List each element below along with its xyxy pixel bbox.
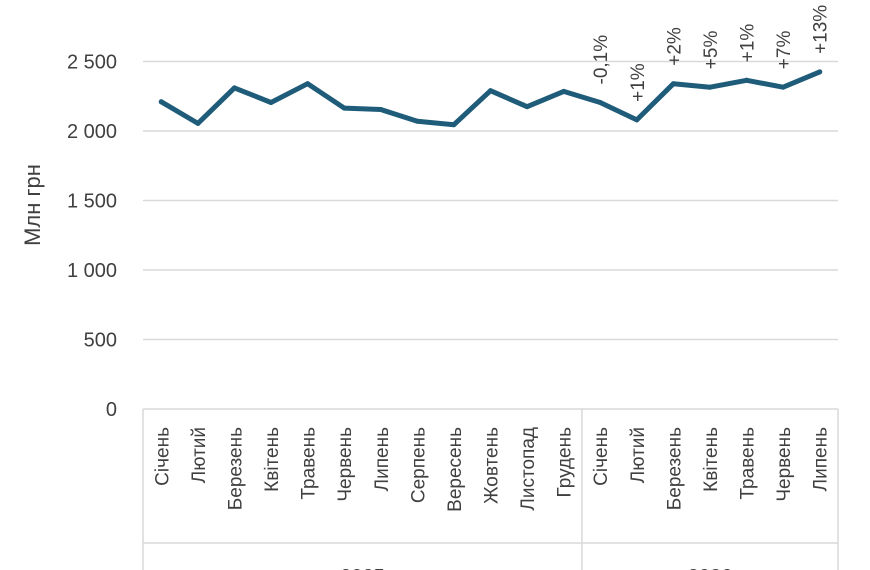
data-point xyxy=(451,122,457,128)
y-tick-label: 1 500 xyxy=(67,191,117,213)
data-label: +2% xyxy=(664,27,685,66)
x-axis-group-label: 2025 xyxy=(340,566,385,570)
data-point xyxy=(158,99,164,105)
x-axis-group-label: 2026 xyxy=(688,566,733,570)
x-tick-label: Листопад xyxy=(518,427,539,511)
data-point xyxy=(488,88,493,94)
data-point xyxy=(780,84,786,90)
y-tick-label: 2 500 xyxy=(67,52,117,74)
data-point xyxy=(195,120,201,126)
data-point xyxy=(634,117,640,123)
data-point xyxy=(414,118,420,124)
data-label: -0,1% xyxy=(591,35,612,85)
data-point xyxy=(268,100,274,106)
x-tick-label: Березень xyxy=(225,427,246,510)
x-tick-label: Вересень xyxy=(445,427,466,512)
x-tick-label: Червень xyxy=(335,427,356,502)
gridlines xyxy=(143,60,838,341)
data-label: +7% xyxy=(774,31,795,70)
x-tick-label: Лютий xyxy=(628,427,649,483)
data-labels: -0,1% +1% +2% +5% +1% +7% +13% xyxy=(591,5,831,102)
x-tick-label: Травень xyxy=(299,427,320,500)
data-point xyxy=(707,84,713,90)
data-point xyxy=(524,104,530,110)
series-line xyxy=(158,69,823,128)
data-label: +1% xyxy=(738,24,759,63)
data-label: +5% xyxy=(701,31,722,70)
data-point xyxy=(231,85,237,91)
y-tick-label: 1 000 xyxy=(67,260,117,282)
x-tick-label: Травень xyxy=(738,427,759,500)
y-axis-ticks: 0 500 1 000 1 500 2 000 2 500 3 000 xyxy=(67,0,117,421)
x-tick-label: Квітень xyxy=(701,427,722,492)
data-point xyxy=(817,69,823,75)
x-tick-label: Січень xyxy=(152,427,173,486)
data-point xyxy=(561,88,567,94)
x-tick-label: Січень xyxy=(591,427,612,486)
x-tick-label: Лютий xyxy=(189,427,210,483)
y-tick-label: 0 xyxy=(106,399,117,421)
x-axis-ticks: Січень Лютий Березень Квітень Травень Червень… xyxy=(152,427,831,512)
series-layer xyxy=(158,69,823,128)
x-tick-label: Березень xyxy=(664,427,685,510)
data-point xyxy=(378,106,384,112)
x-tick-label: Червень xyxy=(774,427,795,502)
x-axis-year-groups: 2025 2026 xyxy=(340,566,732,570)
data-point xyxy=(305,81,311,87)
x-tick-label: Грудень xyxy=(555,427,576,498)
data-point xyxy=(597,100,603,106)
data-point xyxy=(341,105,347,111)
y-tick-label: 500 xyxy=(84,330,117,352)
data-label: +13% xyxy=(811,5,832,54)
data-point xyxy=(670,81,676,87)
data-label: +1% xyxy=(628,63,649,102)
y-tick-label: 2 000 xyxy=(67,121,117,143)
data-point xyxy=(744,77,750,83)
y-tick-label: 3 000 xyxy=(67,0,117,4)
x-axis xyxy=(142,408,839,570)
x-tick-label: Липень xyxy=(372,427,393,491)
x-tick-label: Жовтень xyxy=(482,427,503,504)
y-axis-label: Млн грн xyxy=(20,164,45,246)
x-tick-label: Серпень xyxy=(408,427,429,503)
x-tick-label: Липень xyxy=(811,427,832,491)
x-tick-label: Квітень xyxy=(262,427,283,492)
